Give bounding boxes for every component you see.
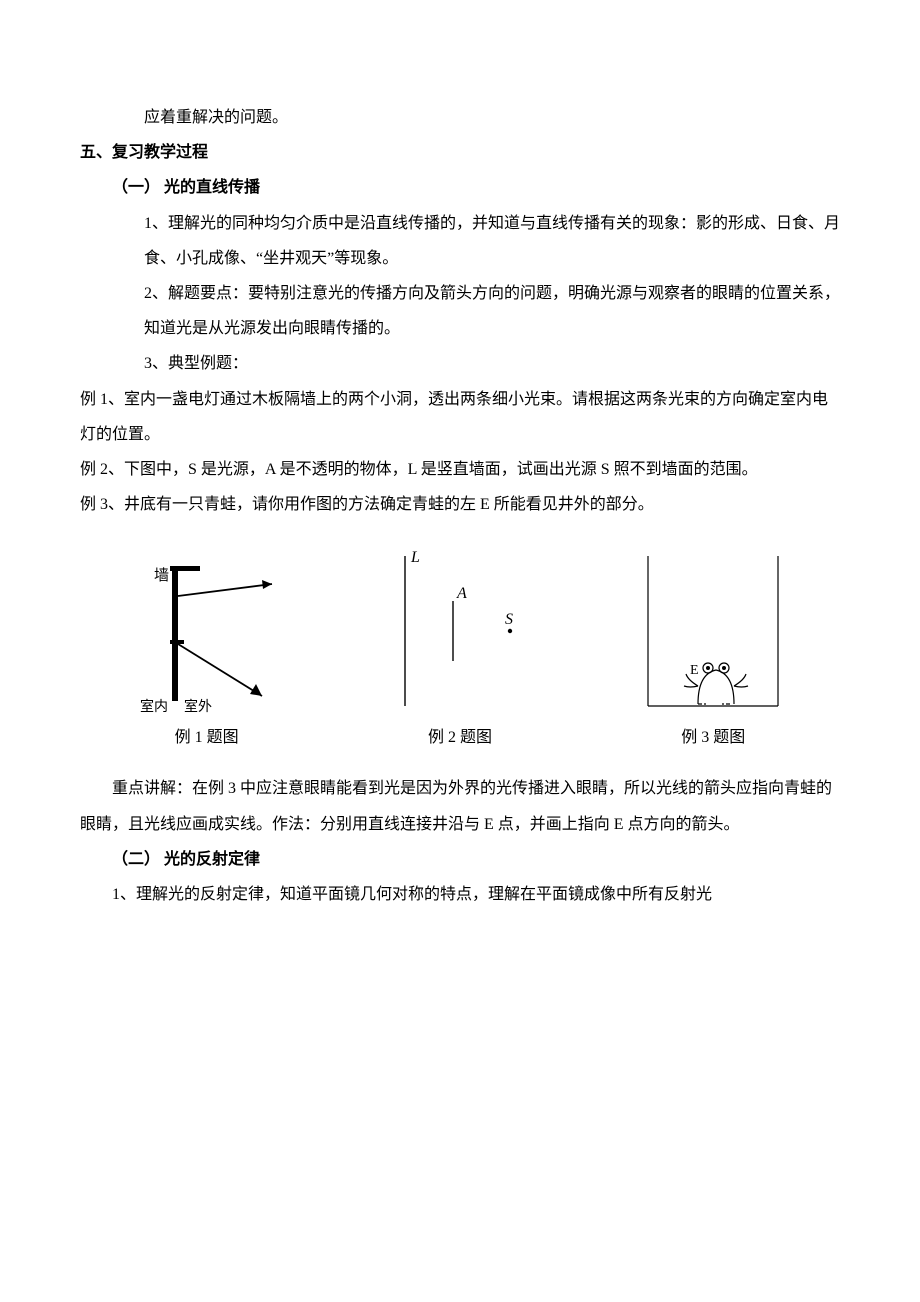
wall-label: 墙: [154, 567, 169, 584]
figure-2-svg: L A S: [375, 546, 545, 716]
figure-2-caption: 例 2 题图: [375, 720, 545, 755]
continuation-line: 应着重解决的问题。: [80, 100, 840, 135]
a-label: A: [456, 585, 467, 602]
example-2: 例 2、下图中，S 是光源，A 是不透明的物体，L 是竖直墙面，试画出光源 S …: [80, 452, 840, 487]
figure-captions: 例 1 题图 例 2 题图 例 3 题图: [80, 720, 840, 755]
section-2-title: （二） 光的反射定律: [80, 842, 840, 877]
heading-5: 五、复习教学过程: [80, 135, 840, 170]
outside-label: 室外: [184, 698, 212, 715]
figure-2: L A S: [375, 546, 545, 716]
figure-1-caption: 例 1 题图: [122, 720, 292, 755]
document-page: 应着重解决的问题。 五、复习教学过程 （一） 光的直线传播 1、理解光的同种均匀…: [0, 0, 920, 972]
section-1-point-2: 2、解题要点：要特别注意光的传播方向及箭头方向的问题，明确光源与观察者的眼睛的位…: [144, 276, 840, 346]
section-1-point-3: 3、典型例题：: [144, 346, 840, 381]
l-label: L: [410, 549, 420, 566]
key-explanation: 重点讲解：在例 3 中应注意眼睛能看到光是因为外界的光传播进入眼睛，所以光线的箭…: [80, 771, 840, 841]
section-1-point-1: 1、理解光的同种均匀介质中是沿直线传播的，并知道与直线传播有关的现象：影的形成、…: [144, 206, 840, 276]
example-1: 例 1、室内一盏电灯通过木板隔墙上的两个小洞，透出两条细小光束。请根据这两条光束…: [80, 382, 840, 452]
section-1-title: （一） 光的直线传播: [80, 170, 840, 205]
figure-3-svg: E: [628, 546, 798, 716]
figure-3: E: [628, 546, 798, 716]
figure-1-svg: 墙 室内 室外: [122, 546, 292, 716]
figures-row: 墙 室内 室外: [80, 546, 840, 716]
figure-3-caption: 例 3 题图: [628, 720, 798, 755]
section-1-body: 1、理解光的同种均匀介质中是沿直线传播的，并知道与直线传播有关的现象：影的形成、…: [80, 206, 840, 382]
inside-label: 室内: [140, 698, 168, 715]
example-3: 例 3、井底有一只青蛙，请你用作图的方法确定青蛙的左 E 所能看见井外的部分。: [80, 487, 840, 522]
s-label: S: [505, 611, 513, 628]
figure-1: 墙 室内 室外: [122, 546, 292, 716]
e-label: E: [690, 663, 699, 678]
section-2-point-1: 1、理解光的反射定律，知道平面镜几何对称的特点，理解在平面镜成像中所有反射光: [80, 877, 840, 912]
